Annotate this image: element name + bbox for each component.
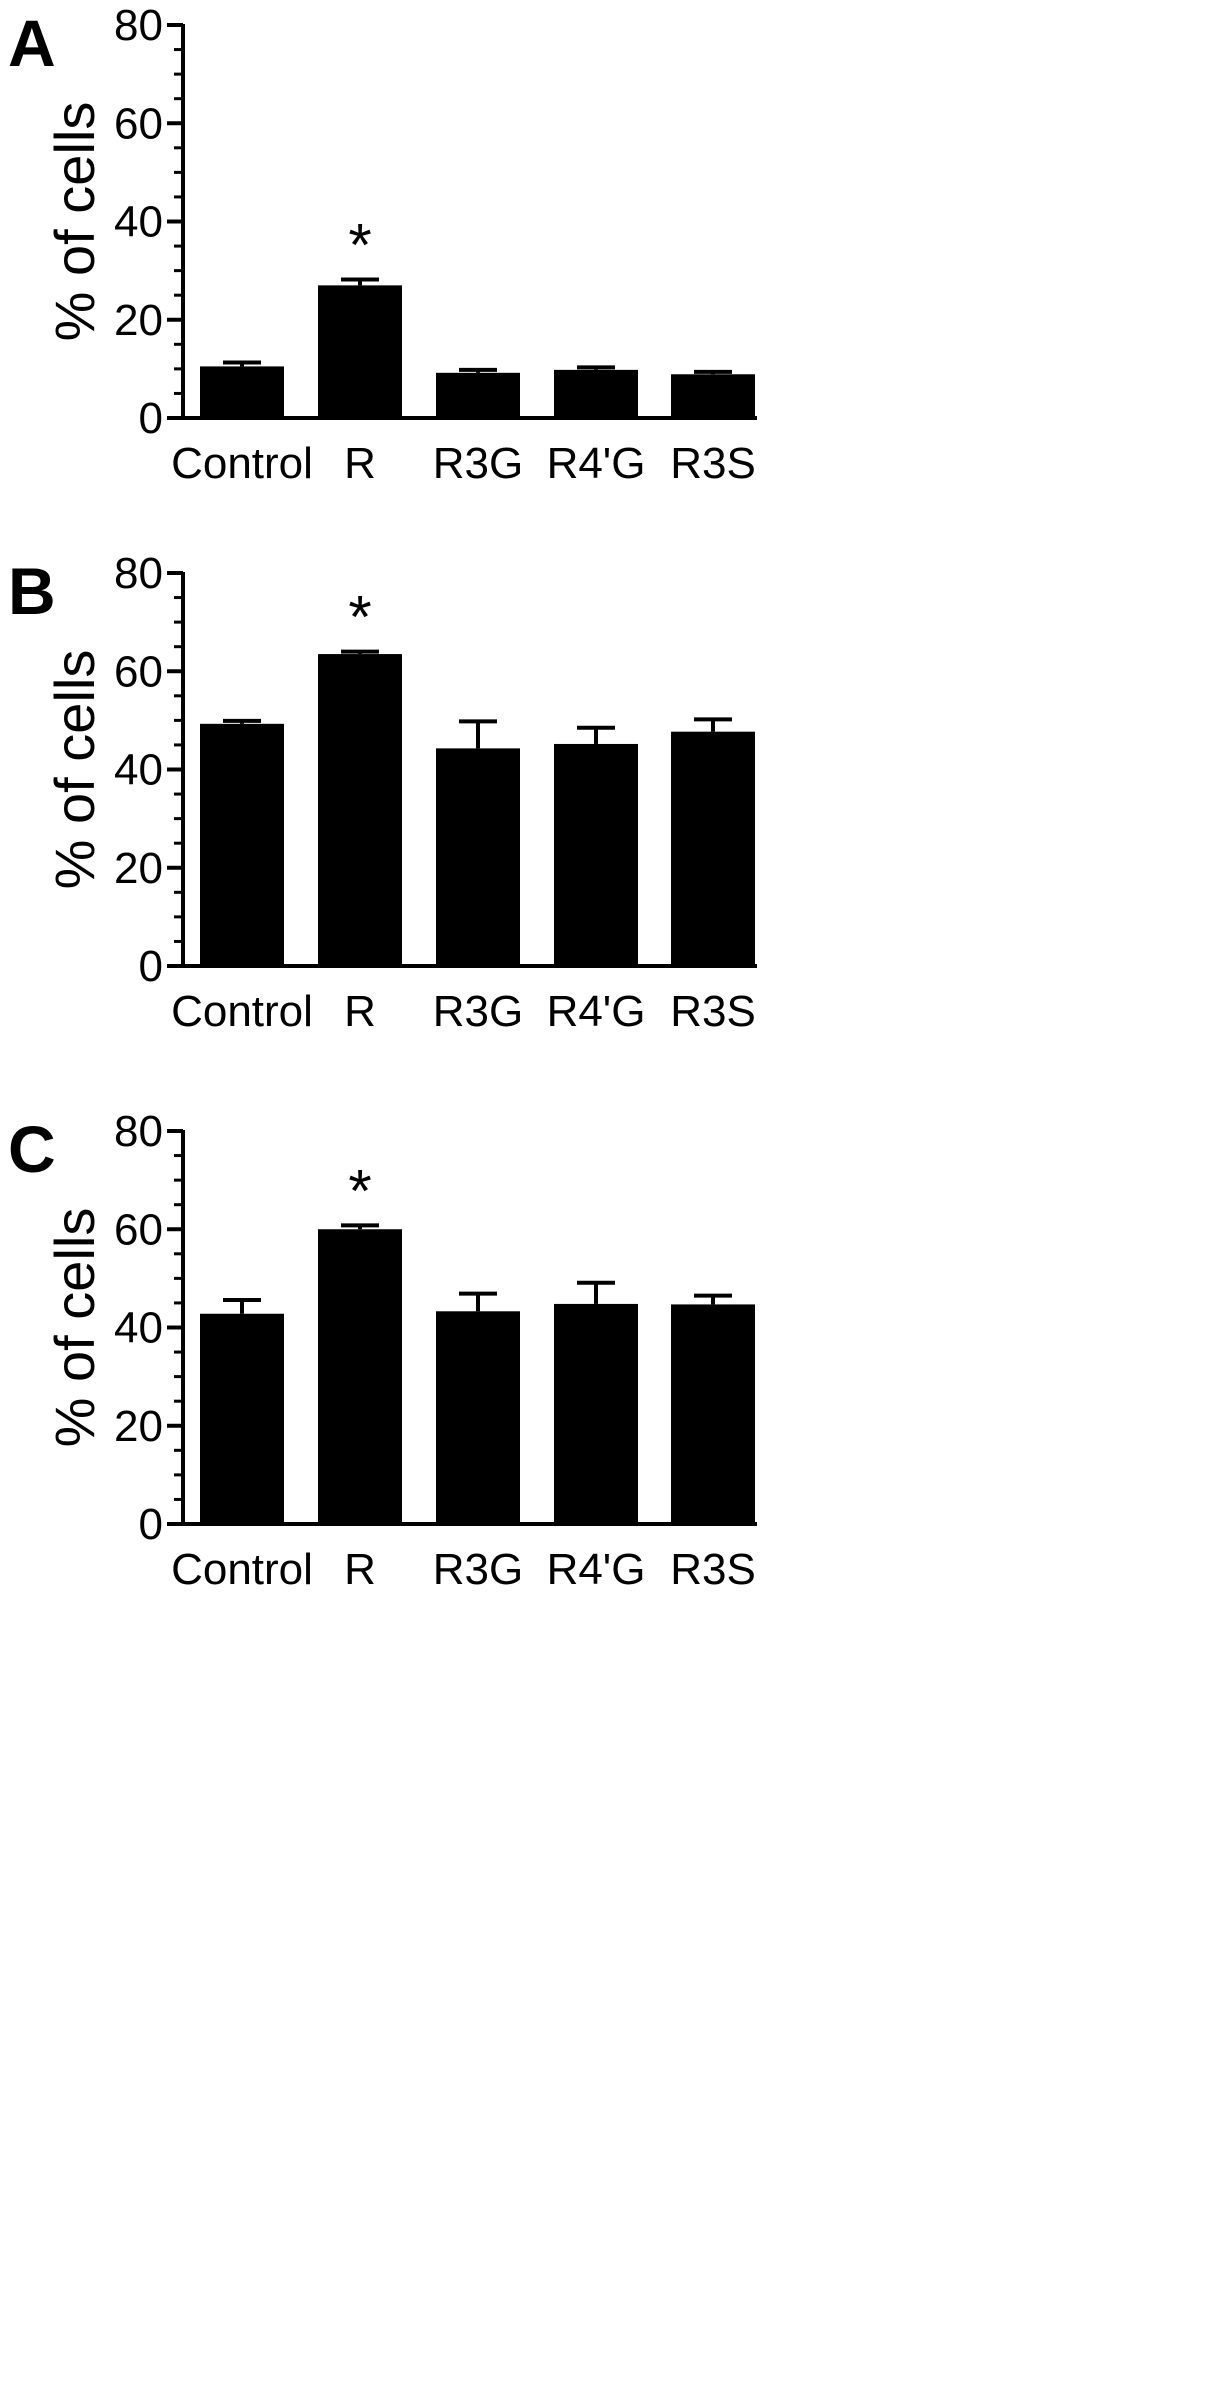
panel-letter: B: [8, 554, 56, 628]
bar-r3s: [671, 374, 755, 418]
y-tick-label: 40: [114, 746, 163, 795]
significance-marker: *: [348, 211, 371, 278]
category-label: R3G: [433, 1545, 523, 1594]
bar-r3g: [436, 748, 520, 966]
y-tick-label: 20: [114, 844, 163, 893]
y-tick-label: 20: [114, 296, 163, 345]
bar-r4g: [554, 1303, 638, 1524]
category-label: R: [344, 1545, 376, 1594]
y-tick-label: 80: [114, 549, 163, 598]
category-label: R3G: [433, 987, 523, 1036]
y-axis-label: % of cells: [43, 650, 106, 890]
bar-r3g: [436, 1311, 520, 1524]
bar-r3s: [671, 731, 755, 966]
significance-marker: *: [348, 584, 371, 651]
category-label: Control: [171, 987, 313, 1036]
bar-r4g: [554, 369, 638, 418]
bar-r3g: [436, 372, 520, 418]
category-label: R4'G: [547, 987, 646, 1036]
y-axis-label: % of cells: [43, 102, 106, 342]
chart-panel-a: A 0 20 40 60 80 % of cells Control * R R3G R4'G R3S: [8, 1, 757, 488]
y-tick-label: 0: [139, 942, 163, 991]
category-label: R: [344, 987, 376, 1036]
bar-r: [318, 1229, 402, 1524]
y-tick-label: 60: [114, 647, 163, 696]
y-axis-label: % of cells: [43, 1208, 106, 1448]
y-tick-label: 80: [114, 1107, 163, 1156]
category-label: R3S: [670, 987, 756, 1036]
y-tick-label: 80: [114, 1, 163, 50]
panel-letter: A: [8, 6, 56, 80]
bar-r: [318, 285, 402, 418]
panel-letter: C: [8, 1112, 56, 1186]
category-label: R: [344, 439, 376, 488]
bar-r: [318, 654, 402, 966]
y-tick-label: 60: [114, 1205, 163, 1254]
category-label: R3S: [670, 1545, 756, 1594]
category-label: Control: [171, 1545, 313, 1594]
bar-control: [200, 366, 284, 418]
category-label: R4'G: [547, 439, 646, 488]
category-label: Control: [171, 439, 313, 488]
chart-panel-c: C 0 20 40 60 80 % of cells Control * R R3G R4'G R3S: [8, 1107, 757, 1594]
y-tick-label: 60: [114, 99, 163, 148]
category-label: R3S: [670, 439, 756, 488]
category-label: R3G: [433, 439, 523, 488]
bar-r4g: [554, 743, 638, 966]
category-label: R4'G: [547, 1545, 646, 1594]
bar-control: [200, 723, 284, 966]
bar-control: [200, 1313, 284, 1524]
y-tick-label: 40: [114, 1304, 163, 1353]
y-tick-label: 0: [139, 394, 163, 443]
y-tick-label: 20: [114, 1402, 163, 1451]
y-tick-label: 0: [139, 1500, 163, 1549]
significance-marker: *: [348, 1157, 371, 1224]
chart-panel-b: B 0 20 40 60 80 % of cells Control * R R3G R4'G R3S: [8, 549, 757, 1036]
y-tick-label: 40: [114, 198, 163, 247]
bar-r3s: [671, 1304, 755, 1524]
